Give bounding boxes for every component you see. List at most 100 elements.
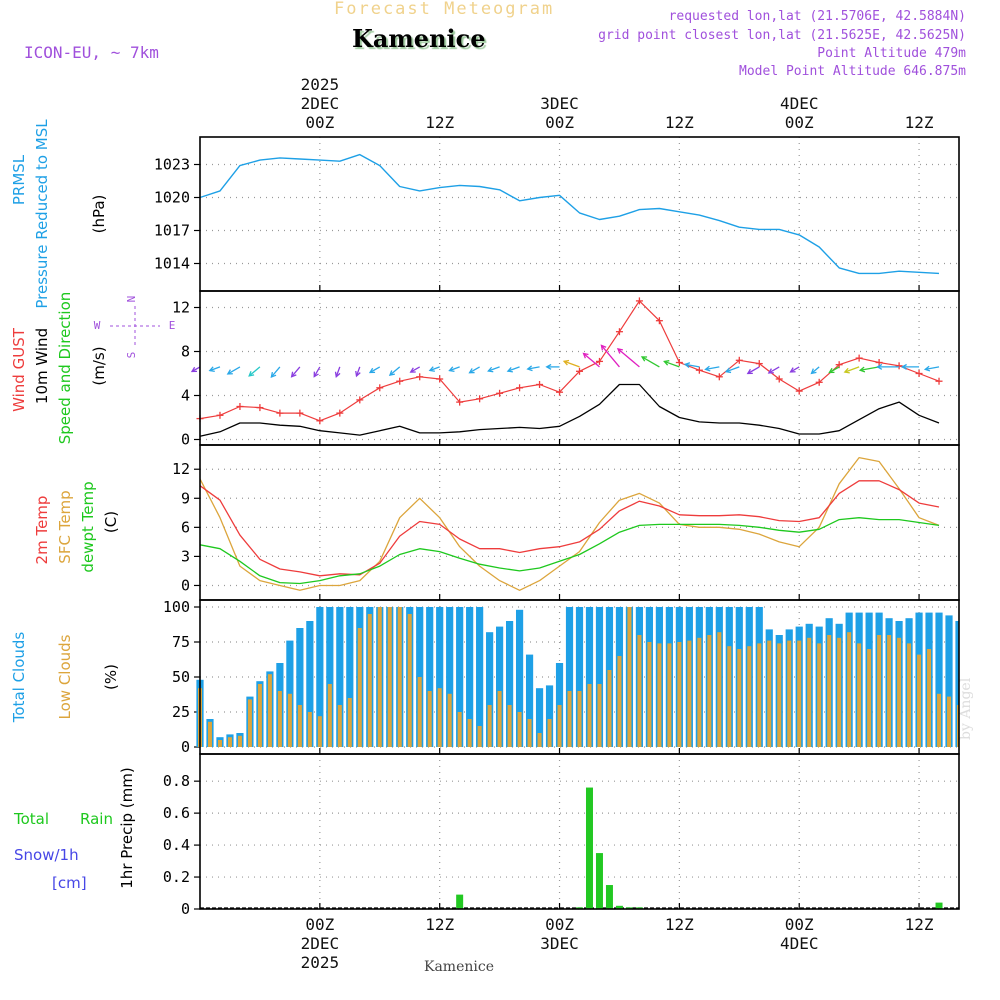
wind-direction-arrow	[725, 366, 740, 373]
product-title: Forecast Meteogram	[334, 0, 555, 19]
gust-marker	[456, 398, 464, 406]
wind-arrow-head	[355, 370, 361, 378]
y-tick-label: 50	[172, 668, 190, 686]
low-cloud-bar	[907, 643, 912, 747]
low-cloud-bar	[577, 691, 582, 747]
temp-2m-line	[199, 480, 940, 577]
low-cloud-bar	[627, 607, 632, 747]
wind-direction-arrow	[291, 366, 301, 378]
rain-bar	[456, 894, 464, 909]
total-cloud-bar	[535, 688, 544, 747]
top-time-label: 12Z	[425, 113, 454, 132]
rain-bar	[595, 853, 603, 909]
low-cloud-bar	[637, 635, 642, 747]
compass-n: N	[125, 296, 138, 303]
precip-snow-label: Snow/1h	[14, 846, 79, 864]
gust-marker	[256, 404, 264, 412]
low-cloud-bar	[367, 614, 372, 747]
low-cloud-bar	[797, 640, 802, 747]
low-cloud-bar	[227, 737, 232, 747]
wind-arrow-head	[388, 370, 395, 376]
gust-line	[199, 300, 940, 422]
pressure-label: Pressure Reduced to MSL	[33, 119, 51, 309]
low-cloud-bar	[837, 637, 842, 747]
low-cloud-bar	[477, 726, 482, 747]
total-cloud-bar	[426, 607, 434, 747]
total-cloud-bar	[346, 607, 354, 747]
wind-direction-arrow	[449, 366, 460, 372]
total-cloud-bar	[935, 612, 943, 747]
y-tick-label: 75	[172, 633, 190, 651]
low-cloud-bar	[557, 705, 562, 747]
top-time-label: 2025	[301, 75, 340, 94]
wind-arrow-head	[828, 367, 835, 374]
low-cloud-bar	[667, 643, 672, 747]
gridpoint-coords: grid point closest lon,lat (21.5625E, 42…	[598, 28, 966, 43]
wind-arrow-head	[900, 363, 907, 370]
rain-bar	[615, 905, 623, 909]
total-cloud-bar	[575, 607, 584, 747]
bottom-time-label: 00Z	[545, 915, 574, 934]
gust-marker	[516, 384, 524, 392]
wind-arrow-head	[724, 367, 732, 374]
gust-marker	[635, 297, 643, 305]
low-cloud-bar	[707, 635, 712, 747]
low-cloud-bar	[897, 637, 902, 747]
total-cloud-bar	[496, 626, 504, 747]
low-cloud-bar	[827, 635, 832, 747]
wind-direction-arrow	[685, 363, 700, 368]
gust-marker	[695, 366, 703, 374]
prmsl-label: PRMSL	[10, 154, 28, 205]
total-cloud-bar	[446, 607, 454, 747]
wind-arrow-head	[506, 366, 513, 373]
wind-direction-arrow	[790, 366, 800, 373]
low-cloud-bar	[957, 705, 959, 747]
wind10-label: 10m Wind	[33, 328, 51, 404]
low-cloud-bar	[747, 646, 752, 747]
gust-marker	[615, 328, 623, 336]
low-cloud-bar	[257, 684, 262, 747]
panel-frame	[199, 444, 960, 601]
total-cloud-bar	[565, 607, 574, 747]
gust-marker	[935, 377, 943, 385]
wind-arrow-head	[843, 367, 850, 374]
gust-marker	[576, 367, 583, 375]
precip-unit-label: 1hr Precip (mm)	[118, 767, 136, 888]
low-cloud-bar	[297, 705, 302, 747]
low-cloud-bar	[877, 635, 882, 747]
wind-arrow-head	[810, 368, 817, 375]
bottom-time-label: 2DEC	[301, 934, 340, 953]
wind-arrow-head	[562, 359, 570, 366]
gust-marker	[655, 317, 663, 325]
wind-arrow-head	[767, 368, 774, 374]
wind-direction-arrow	[429, 366, 440, 372]
low-cloud-bar	[917, 654, 922, 747]
y-tick-label: 12	[172, 299, 190, 317]
wind-arrow-head	[746, 368, 753, 375]
y-tick-label: 0	[181, 738, 190, 756]
wind-direction-arrow	[469, 366, 480, 374]
total-cloud-bar	[595, 607, 604, 747]
wind-arrow-head	[704, 365, 711, 372]
y-tick-label: 0	[181, 900, 190, 918]
total-cloud-bar	[545, 685, 554, 747]
wind-direction-arrow	[617, 348, 640, 368]
total-cloud-bar	[486, 632, 494, 747]
low-cloud-bar	[537, 733, 542, 747]
total-cloud-bar	[326, 607, 334, 747]
gust-marker	[875, 359, 883, 366]
wind-direction-arrow	[313, 366, 321, 377]
wind-unit-label: (m/s)	[90, 346, 108, 385]
gust-marker	[556, 388, 564, 396]
low-cloud-bar	[787, 640, 792, 747]
model-label: ICON-EU, ~ 7km	[24, 43, 159, 62]
top-time-label: 12Z	[905, 113, 934, 132]
low-cloud-bar	[357, 628, 362, 747]
location-title: Kamenice	[352, 24, 486, 53]
low-cloud-bar	[887, 635, 892, 747]
y-tick-label: 1023	[154, 156, 190, 174]
bottom-time-label: 12Z	[905, 915, 934, 934]
low-cloud-bar	[607, 670, 612, 747]
precip-total-label: Total	[13, 810, 49, 828]
low-cloud-bar	[507, 705, 512, 747]
